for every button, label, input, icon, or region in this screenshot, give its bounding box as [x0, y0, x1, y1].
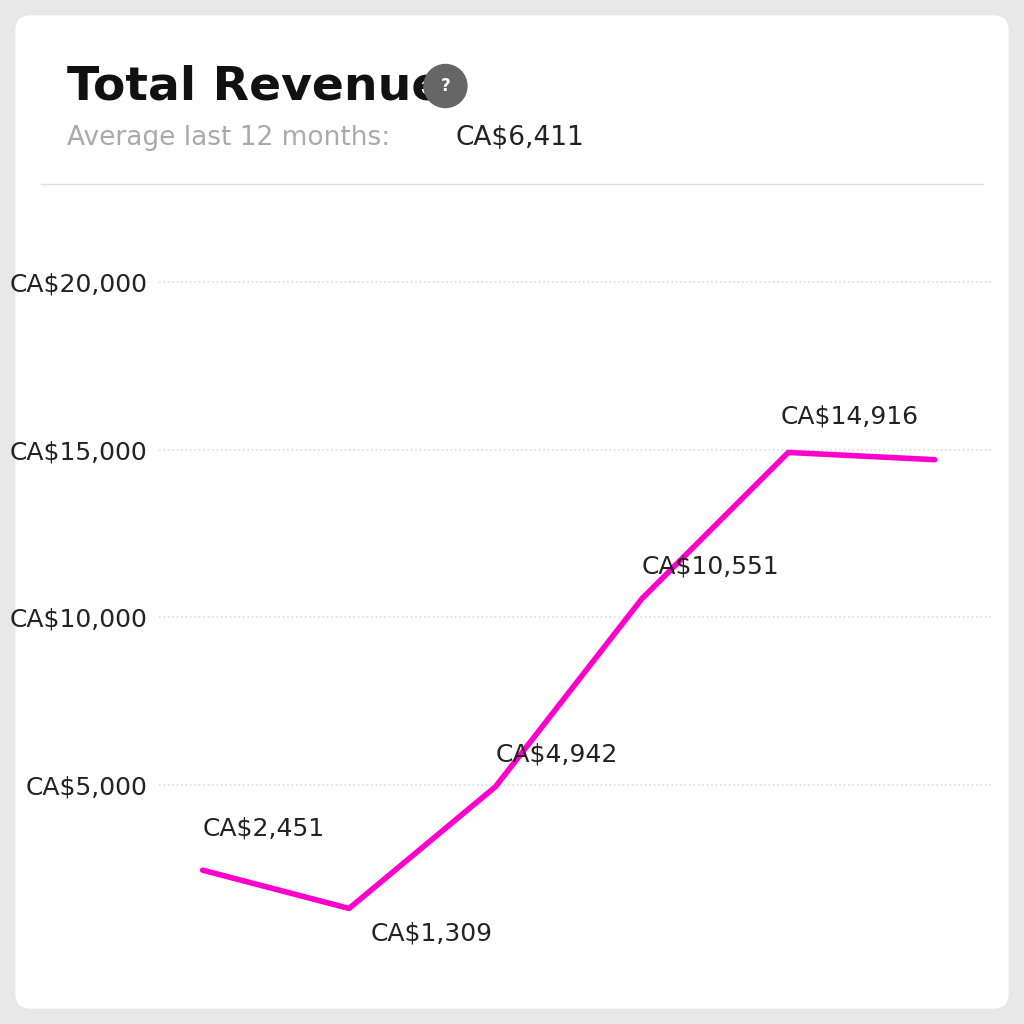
Text: CA$14,916: CA$14,916 — [781, 404, 920, 429]
Text: Total Revenue: Total Revenue — [67, 65, 443, 110]
FancyBboxPatch shape — [15, 15, 1009, 1009]
Text: CA$10,551: CA$10,551 — [642, 555, 779, 579]
Text: CA$2,451: CA$2,451 — [203, 816, 325, 840]
Text: Average last 12 months:: Average last 12 months: — [67, 125, 398, 152]
Text: CA$6,411: CA$6,411 — [456, 125, 585, 152]
Text: ?: ? — [440, 77, 451, 95]
Text: CA$1,309: CA$1,309 — [371, 922, 493, 945]
Text: CA$4,942: CA$4,942 — [496, 742, 617, 767]
Circle shape — [424, 65, 467, 108]
